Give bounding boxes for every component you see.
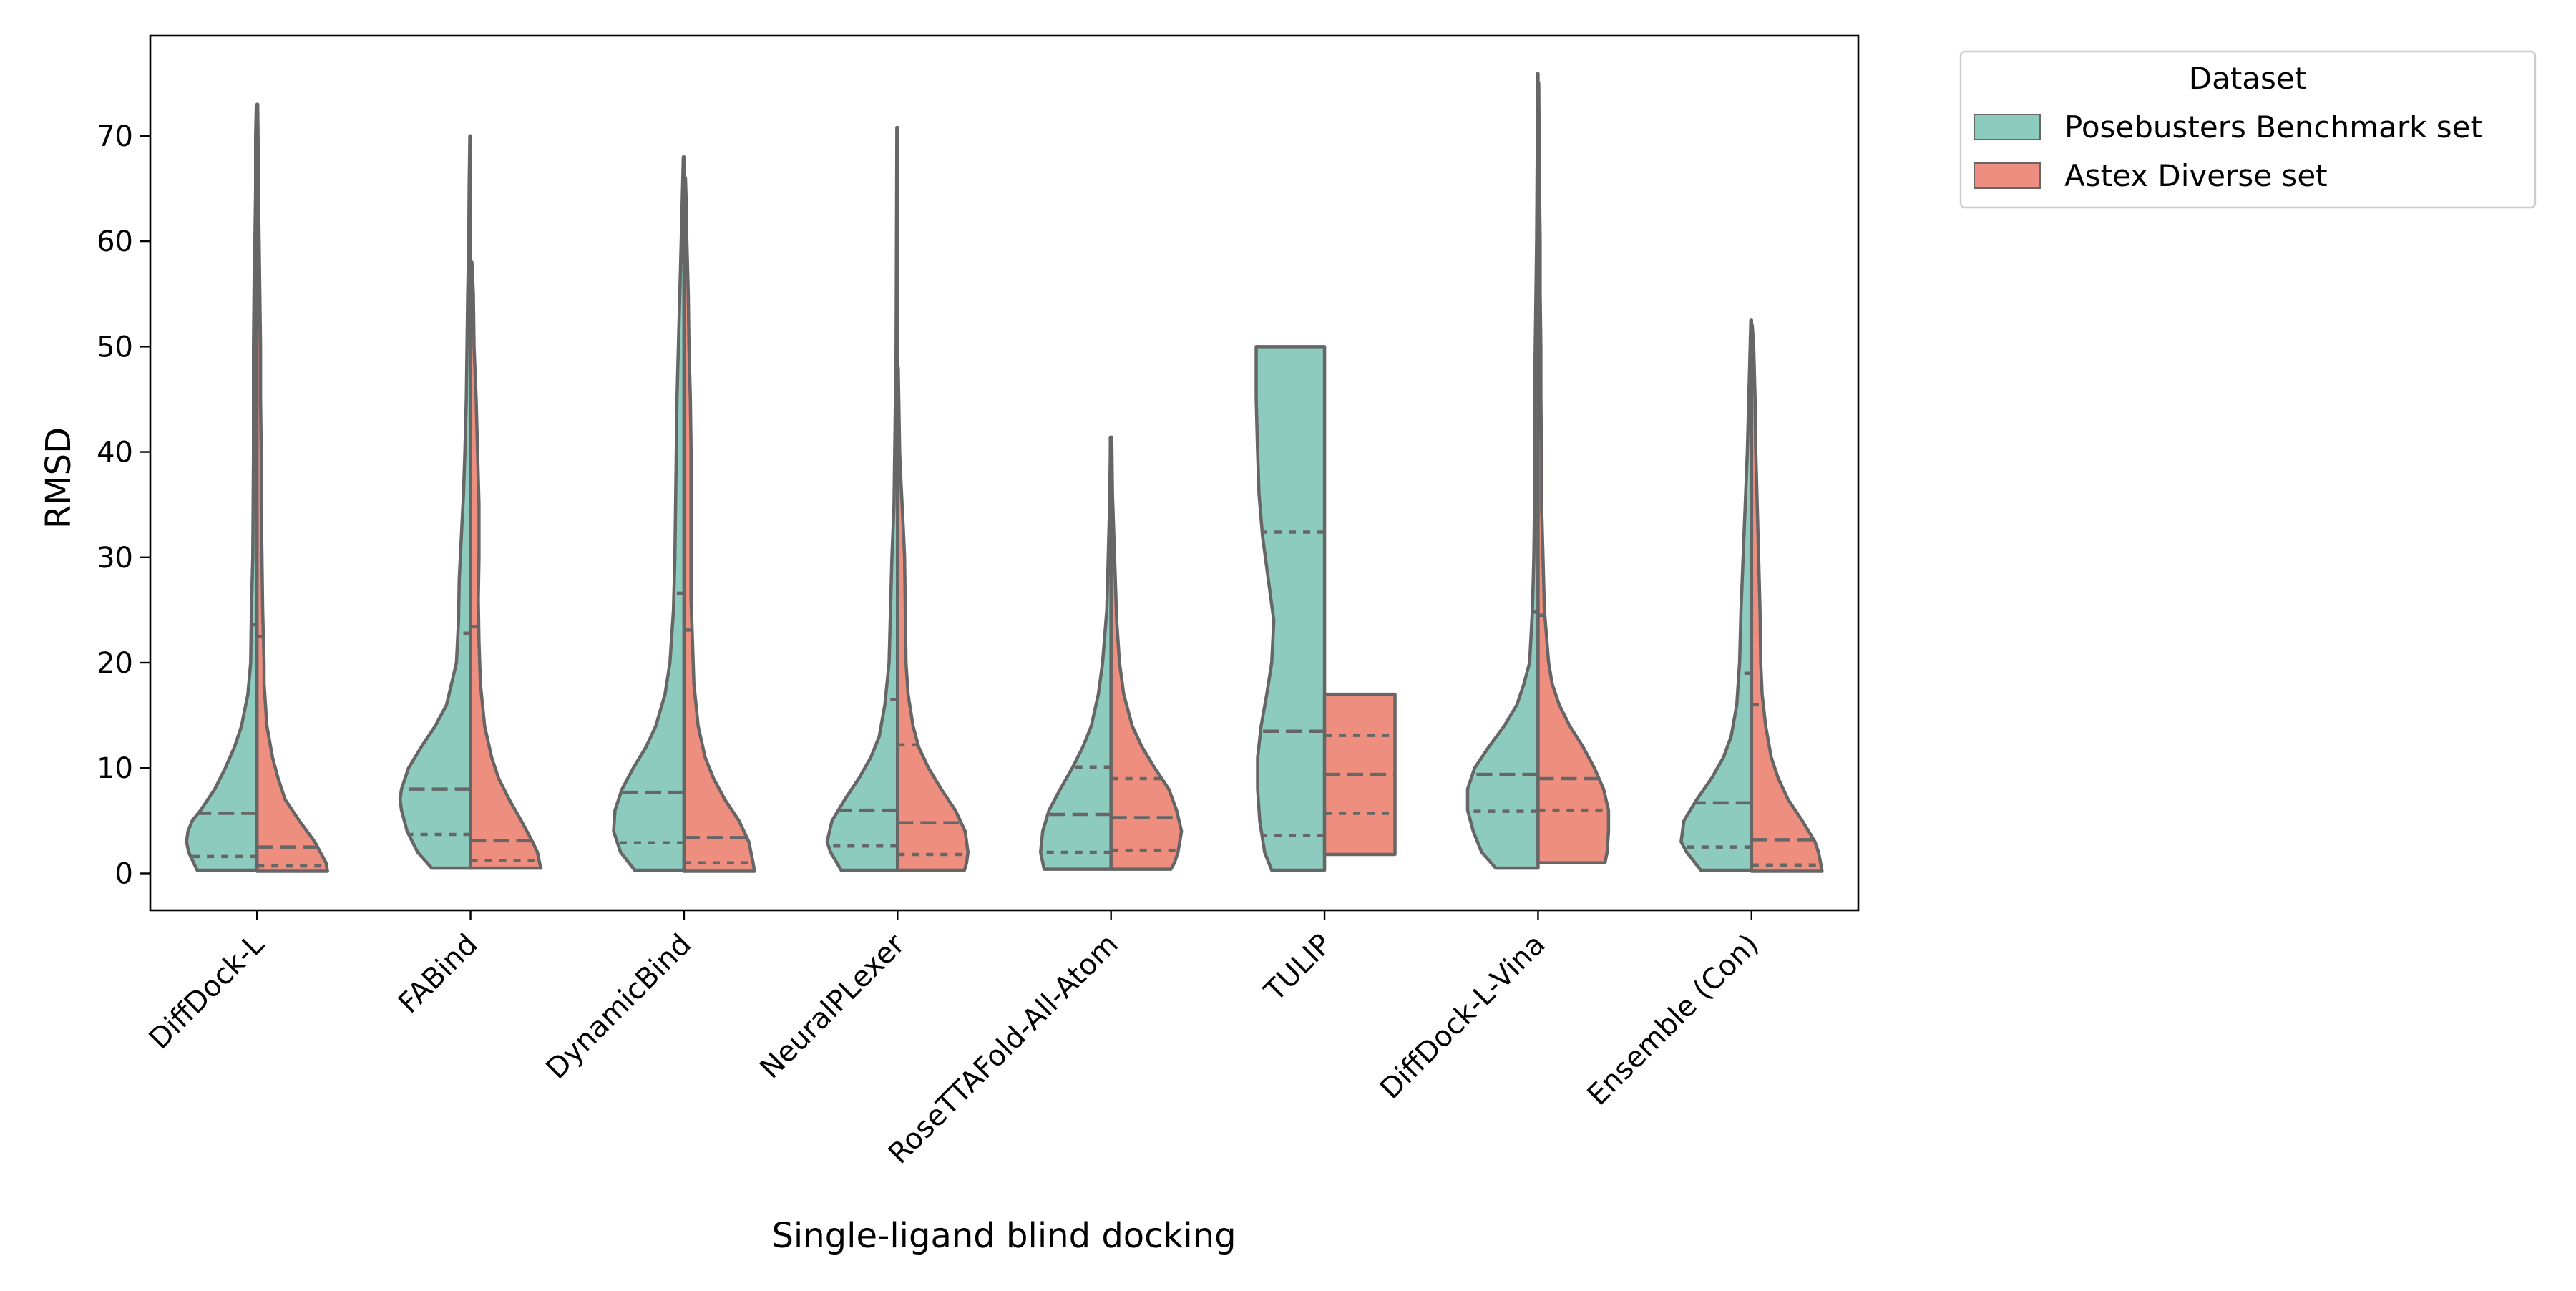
posebusters-violin-7 [1679,318,1754,872]
x-tick-label: NeuralPLexer [753,927,911,1085]
astex-violin-3 [896,366,970,872]
y-tick-label: 10 [97,752,133,785]
x-tick-label: DiffDock-L [143,927,271,1056]
posebusters-violin-3 [825,125,899,872]
legend-label-posebusters: Posebusters Benchmark set [2064,109,2482,145]
astex-violin-6 [1536,82,1611,864]
posebusters-violin-6 [1465,72,1540,870]
astex-violin-0 [255,102,329,873]
y-tick-label: 60 [97,225,133,258]
y-axis: 0 10 20 30 40 50 60 70 [97,120,150,890]
x-tick-label: DynamicBind [540,928,698,1086]
legend-swatch-posebusters [1974,114,2041,140]
violins-layer [185,72,1824,873]
x-tick-label: DiffDock-L-Vina [1374,928,1552,1106]
x-tick-label: TULIP [1258,928,1338,1008]
legend-frame [1959,50,2537,209]
x-tick-label: Ensemble (Con) [1581,928,1765,1112]
posebusters-violin-2 [612,155,686,872]
y-tick-label: 20 [97,647,133,680]
y-axis-title: RMSD [39,427,79,529]
posebusters-violin-0 [185,104,259,872]
y-tick-label: 40 [97,437,133,469]
x-axis: DiffDock-L FABind DynamicBind NeuralPLexerR… [143,910,1765,1171]
posebusters-violin-4 [1038,435,1113,871]
x-tick-label: RoseTTAFold-All-Atom [882,928,1125,1171]
legend-label-astex: Astex Diverse set [2064,158,2328,193]
x-tick-label: FABind [392,928,484,1020]
y-tick-label: 30 [97,542,133,575]
legend-title: Dataset [2189,61,2306,96]
posebusters-violin-5 [1254,345,1327,872]
legend-swatch-astex [1974,162,2041,189]
plot-frame [149,34,1860,912]
legend: Dataset Posebusters Benchmark set Astex … [1959,50,2537,209]
astex-violin-4 [1109,435,1184,871]
y-tick-label: 50 [97,331,133,364]
astex-violin-1 [469,260,543,870]
x-axis-title: Single-ligand blind docking [771,1216,1236,1256]
astex-violin-2 [682,176,756,873]
posebusters-violin-1 [398,134,472,870]
astex-violin-7 [1750,323,1824,873]
quartiles-layer [190,530,1821,868]
y-tick-label: 0 [115,857,133,890]
y-tick-label: 70 [97,120,133,153]
